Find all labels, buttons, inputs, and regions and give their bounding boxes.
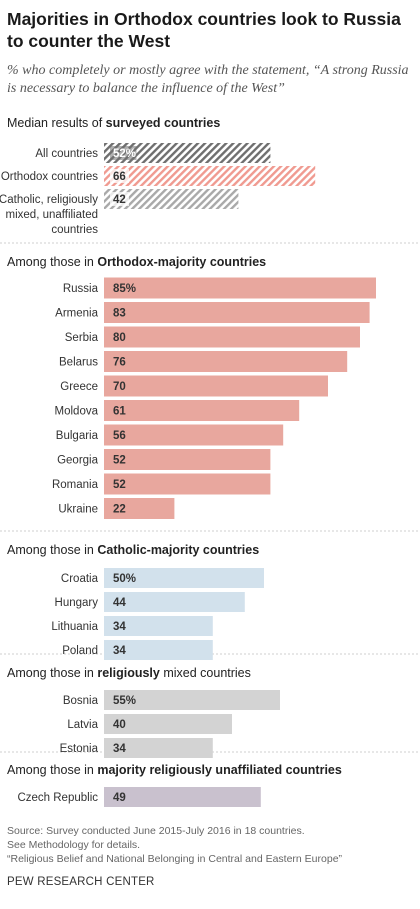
value-label: 55%	[113, 695, 136, 707]
value-label: 34	[113, 743, 126, 755]
category-label: Serbia	[65, 332, 99, 344]
value-label: 76	[113, 357, 126, 369]
category-label: Ukraine	[58, 504, 98, 516]
bar	[104, 189, 239, 209]
section-heading: Among those in majority religiously unaf…	[7, 763, 342, 777]
bar	[104, 277, 376, 299]
source-line-1: Source: Survey conducted June 2015-July …	[7, 825, 305, 837]
value-label-backdrop	[110, 146, 137, 160]
category-label: Belarus	[59, 357, 98, 369]
category-label: Moldova	[55, 406, 99, 418]
value-label: 52%	[113, 148, 136, 160]
value-label: 49	[113, 792, 126, 804]
bar	[104, 326, 360, 348]
category-label: Greece	[60, 381, 98, 393]
bar	[104, 424, 284, 446]
value-label: 34	[113, 621, 126, 633]
bar	[104, 498, 175, 519]
value-label: 70	[113, 381, 126, 393]
bar	[104, 690, 280, 710]
bar	[104, 400, 300, 421]
chart-subtitle: % who completely or mostly agree with th…	[7, 63, 409, 96]
section-heading: Median results of surveyed countries	[7, 116, 220, 130]
value-label: 34	[113, 645, 126, 657]
bar	[104, 640, 213, 660]
category-label: Latvia	[67, 719, 98, 731]
bar	[104, 143, 271, 163]
bar	[104, 449, 271, 470]
category-label: mixed, unaffiliated	[6, 209, 98, 221]
value-label-backdrop	[110, 192, 129, 206]
category-label: Bosnia	[63, 695, 99, 707]
value-label: 40	[113, 719, 126, 731]
value-label: 85%	[113, 283, 136, 295]
category-label: Bulgaria	[56, 430, 99, 442]
bar	[104, 568, 264, 588]
category-label: Estonia	[60, 743, 99, 755]
category-label: Orthodox countries	[1, 171, 98, 183]
value-label-backdrop	[110, 169, 129, 183]
category-label: countries	[51, 224, 98, 236]
source-note: Source: Survey conducted June 2015-July …	[7, 824, 415, 866]
bar	[104, 302, 370, 323]
section-heading: Among those in Orthodox-majority countri…	[7, 255, 266, 269]
bar	[104, 473, 271, 495]
category-label: Georgia	[57, 455, 99, 467]
chart-title: Majorities in Orthodox countries look to…	[7, 9, 401, 51]
value-label: 52	[113, 479, 126, 491]
section-heading: Among those in Catholic-majority countri…	[7, 543, 259, 557]
bar	[104, 787, 261, 807]
bar	[104, 375, 328, 397]
value-label: 52	[113, 455, 126, 467]
bar	[104, 351, 348, 372]
value-label: 50%	[113, 573, 136, 585]
source-line-2: See Methodology for details.	[7, 839, 141, 851]
section-heading: Among those in religiously mixed countri…	[7, 666, 251, 680]
bar	[104, 166, 316, 186]
value-label: 42	[113, 194, 126, 206]
bar	[104, 714, 232, 734]
source-line-3: “Religious Belief and National Belonging…	[7, 853, 343, 865]
bar	[104, 738, 213, 758]
category-label: Armenia	[55, 308, 98, 320]
category-label: Lithuania	[51, 621, 98, 633]
value-label: 66	[113, 171, 126, 183]
value-label: 56	[113, 430, 126, 442]
value-label: 83	[113, 308, 126, 320]
value-label: 80	[113, 332, 126, 344]
category-label: Croatia	[61, 573, 99, 585]
category-label: Catholic, religiously	[0, 194, 98, 206]
value-label: 61	[113, 406, 126, 418]
category-label: All countries	[35, 148, 98, 160]
bar	[104, 592, 245, 612]
organization-credit: PEW RESEARCH CENTER	[7, 876, 155, 888]
bar	[104, 616, 213, 636]
category-label: Russia	[63, 283, 99, 295]
category-label: Czech Republic	[17, 792, 98, 804]
category-label: Hungary	[55, 597, 99, 609]
value-label: 44	[113, 597, 126, 609]
value-label: 22	[113, 504, 126, 516]
bar-chart: Median results of surveyed countries 52% A…	[0, 116, 420, 807]
category-label: Poland	[62, 645, 98, 657]
category-label: Romania	[52, 479, 99, 491]
